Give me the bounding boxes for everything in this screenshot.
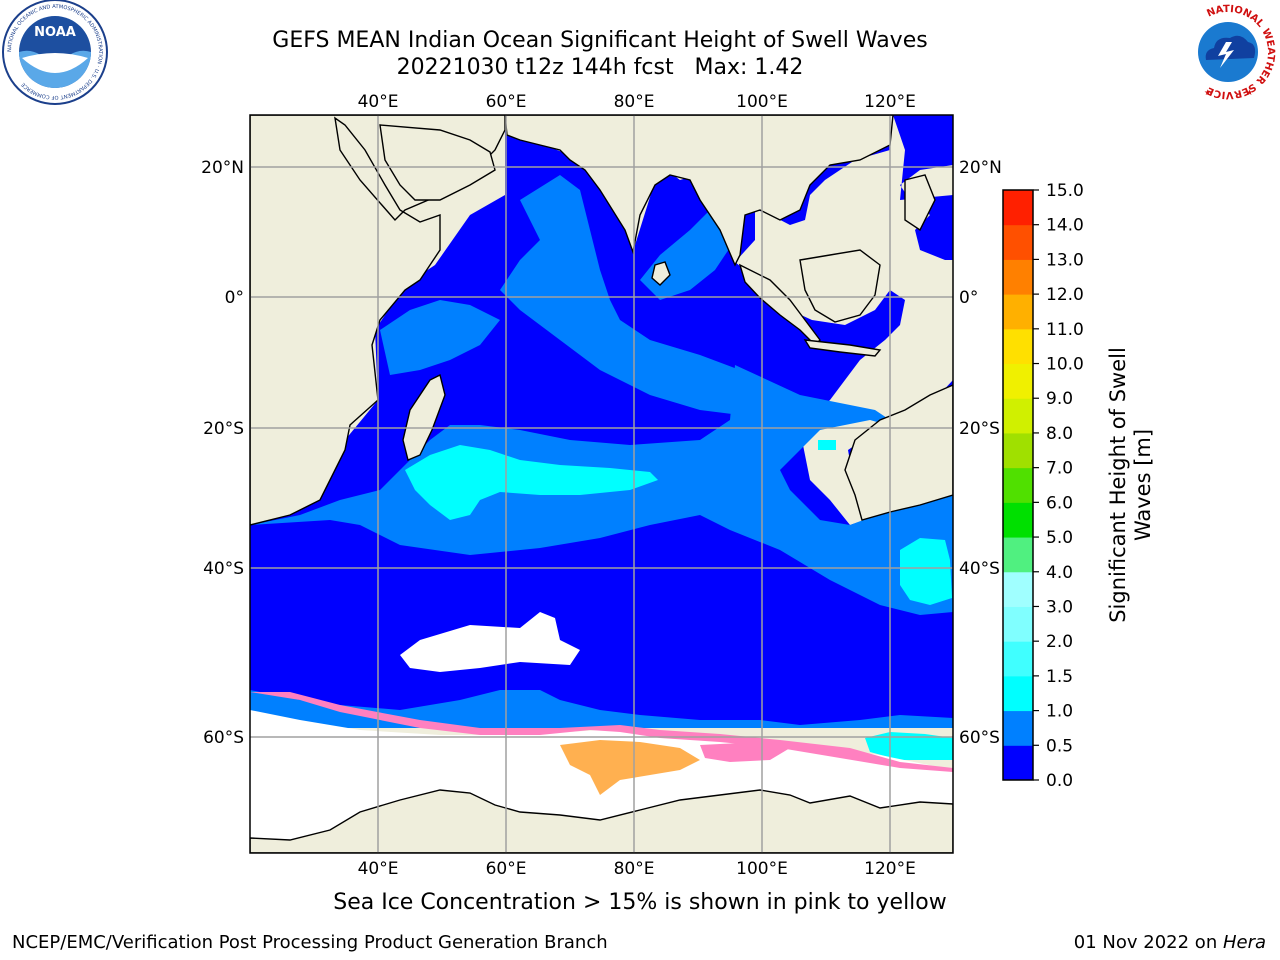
- colorbar-segment: [1003, 571, 1033, 607]
- noaa-logo-text: NOAA: [34, 25, 76, 40]
- swell-1.0m-bottom-right: [865, 732, 953, 760]
- lat-tick-left: 20°S: [203, 419, 244, 439]
- lat-tick-right: 60°S: [959, 728, 1000, 748]
- colorbar-tick-label: 4.0: [1046, 563, 1073, 583]
- colorbar-tick-label: 8.0: [1046, 424, 1073, 444]
- land-malaysia-borneo: [799, 249, 881, 323]
- lon-tick-bottom: 80°E: [614, 859, 655, 879]
- colorbar-tick-label: 11.0: [1046, 320, 1084, 340]
- land-antarctica: [250, 789, 953, 853]
- colorbar-tick-label: 1.5: [1046, 667, 1073, 687]
- lat-tick-left: 40°S: [203, 559, 244, 579]
- swell-height-map: 40°E 40°E 60°E 60°E 80°E 80°E 100°E 100°E 120°E 1…: [201, 92, 1002, 879]
- colorbar-segment: [1003, 675, 1033, 712]
- lon-tick-bottom: 40°E: [358, 859, 399, 879]
- land-australia: [844, 384, 953, 521]
- lon-tick-top: 120°E: [864, 92, 916, 112]
- swell-1.0m-southeast: [900, 538, 952, 605]
- colorbar-tick-label: 12.0: [1046, 285, 1084, 305]
- colorbar-segment: [1003, 294, 1033, 330]
- lat-tick-right: 20°S: [959, 419, 1000, 439]
- footer-date-text: 01 Nov 2022 on: [1073, 932, 1223, 953]
- lat-tick-left: 0°: [225, 288, 244, 308]
- ocean-deep-blue: [250, 115, 953, 728]
- svg-text:★: ★: [1246, 88, 1253, 97]
- colorbar-label-line2: Waves [m]: [1131, 429, 1155, 541]
- land-arabian-peninsula: [379, 124, 496, 201]
- lat-tick-left: 60°S: [203, 728, 244, 748]
- land-philippines: [904, 174, 936, 232]
- colorbar-tick-label: 1.0: [1046, 702, 1073, 722]
- axis-labels: 40°E 40°E 60°E 60°E 80°E 80°E 100°E 100°E 120°E 1…: [201, 92, 1002, 879]
- footer-host: Hera: [1222, 932, 1266, 953]
- sea-ice-pink-patch: [700, 742, 790, 762]
- lon-tick-bottom: 120°E: [864, 859, 916, 879]
- colorbar-tick-label: 13.0: [1046, 250, 1084, 270]
- graticule: [250, 115, 953, 853]
- colorbar-tick-label: 15.0: [1046, 181, 1084, 201]
- sea-ice-concentration: [250, 692, 953, 772]
- lon-tick-bottom: 100°E: [736, 859, 788, 879]
- chart-subtitle: 20221030 t12z 144h fcst Max: 1.42: [396, 55, 804, 80]
- sea-ice-orange: [560, 740, 700, 795]
- lon-tick-top: 60°E: [486, 92, 527, 112]
- colorbar-segment: [1003, 710, 1033, 746]
- swell-0.5m-band-bottom: [250, 690, 953, 728]
- colorbar-tick-label: 6.0: [1046, 493, 1073, 513]
- colorbar-tick-label: 0.0: [1046, 771, 1073, 791]
- swell-1.0m-south-central: [405, 445, 658, 520]
- colorbar-tick-label: 2.0: [1046, 632, 1073, 652]
- colorbar: 0.0 0.5 1.0 1.5 2.0 3.0 4.0 5.0 6.0 7.0 8.0 9.0 10.0…: [1002, 181, 1155, 791]
- svg-text:★: ★: [1204, 88, 1211, 97]
- lat-tick-right: 20°N: [959, 158, 1002, 178]
- map-frame: [249, 114, 954, 854]
- colorbar-tick-label: 0.5: [1046, 736, 1073, 756]
- lat-tick-right: 40°S: [959, 559, 1000, 579]
- noaa-logo: NATIONAL OCEANIC AND ATMOSPHERIC ADMINIS…: [2, 0, 108, 105]
- colorbar-segment: [1003, 432, 1033, 469]
- lon-tick-top: 100°E: [736, 92, 788, 112]
- chart-title: GEFS MEAN Indian Ocean Significant Heigh…: [272, 28, 928, 53]
- land-sri-lanka: [651, 261, 671, 286]
- swell-0.5m-west-equatorial: [380, 300, 500, 375]
- colorbar-tick-label: 5.0: [1046, 528, 1073, 548]
- lon-tick-top: 80°E: [614, 92, 655, 112]
- colorbar-tick-label: 14.0: [1046, 216, 1084, 236]
- colorbar-tick-label: 3.0: [1046, 597, 1073, 617]
- lon-tick-top: 40°E: [358, 92, 399, 112]
- colorbar-segment: [1003, 641, 1033, 677]
- swell-0.5m-arabian-sea: [500, 175, 760, 415]
- colorbar-segment: [1003, 606, 1033, 642]
- colorbar-segment: [1003, 502, 1033, 538]
- nws-logo: NATIONAL WEATHER SERVICE ★ ★: [1180, 4, 1276, 100]
- colorbar-segment: [1003, 398, 1033, 434]
- footer-date: 01 Nov 2022 on Hera: [1074, 932, 1266, 953]
- colorbar-tick-label: 9.0: [1046, 389, 1073, 409]
- colorbar-segment: [1003, 190, 1033, 226]
- land-india: [504, 115, 894, 267]
- land-madagascar: [402, 373, 446, 461]
- colorbar-segment: [1003, 467, 1033, 503]
- colorbar-label-line1: Significant Height of Swell: [1106, 347, 1130, 623]
- lat-tick-left: 20°N: [201, 158, 244, 178]
- colorbar-tick-label: 10.0: [1046, 355, 1084, 375]
- sea-ice-caption: Sea Ice Concentration > 15% is shown in …: [333, 890, 947, 915]
- colorbar-segment: [1003, 328, 1033, 365]
- footer-credit: NCEP/EMC/Verification Post Processing Pr…: [12, 932, 608, 953]
- colorbar-tick-label: 7.0: [1046, 459, 1073, 479]
- colorbar-segment: [1003, 745, 1033, 781]
- ice-patches-kerguelen: [400, 612, 580, 672]
- colorbar-frame: [1002, 189, 1034, 781]
- lat-tick-right: 0°: [959, 288, 978, 308]
- colorbar-segment: [1003, 363, 1033, 399]
- land-java: [803, 339, 882, 357]
- colorbar-segment: [1003, 224, 1033, 260]
- swell-1.0m-patch: [818, 440, 836, 450]
- colorbar-segment: [1003, 537, 1033, 573]
- lon-tick-bottom: 60°E: [486, 859, 527, 879]
- colorbar-segment: [1003, 259, 1033, 295]
